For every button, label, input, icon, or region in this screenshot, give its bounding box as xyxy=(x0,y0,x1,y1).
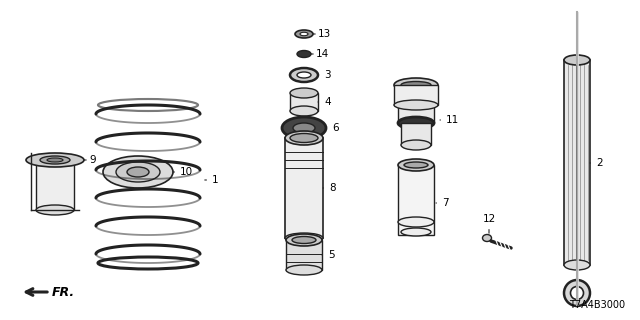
Text: T7A4B3000: T7A4B3000 xyxy=(569,300,625,310)
Ellipse shape xyxy=(116,162,160,182)
Ellipse shape xyxy=(394,100,438,110)
Ellipse shape xyxy=(401,82,431,89)
Ellipse shape xyxy=(401,140,431,150)
Ellipse shape xyxy=(297,51,311,58)
Text: 14: 14 xyxy=(311,49,329,59)
Ellipse shape xyxy=(398,117,434,129)
Bar xyxy=(394,85,438,105)
Text: 1: 1 xyxy=(205,175,219,185)
Bar xyxy=(398,105,434,123)
Text: 11: 11 xyxy=(440,115,460,125)
Ellipse shape xyxy=(483,235,492,242)
Ellipse shape xyxy=(290,68,318,82)
Text: 8: 8 xyxy=(323,183,335,193)
Text: 2: 2 xyxy=(590,158,603,168)
Ellipse shape xyxy=(398,159,434,171)
Ellipse shape xyxy=(286,265,322,275)
Bar xyxy=(286,240,322,270)
Text: 6: 6 xyxy=(326,123,339,133)
Ellipse shape xyxy=(103,156,173,188)
Ellipse shape xyxy=(127,167,149,177)
Text: FR.: FR. xyxy=(52,285,75,299)
Ellipse shape xyxy=(293,123,315,133)
Bar xyxy=(285,138,323,238)
Ellipse shape xyxy=(394,78,438,92)
Text: 3: 3 xyxy=(318,70,331,80)
Text: 9: 9 xyxy=(84,155,95,165)
Ellipse shape xyxy=(564,55,590,65)
Ellipse shape xyxy=(295,30,313,38)
Ellipse shape xyxy=(36,205,74,215)
Ellipse shape xyxy=(564,260,590,270)
Bar xyxy=(290,93,318,111)
Ellipse shape xyxy=(570,286,584,300)
Ellipse shape xyxy=(398,217,434,227)
Text: 13: 13 xyxy=(313,29,332,39)
Ellipse shape xyxy=(564,280,590,306)
Ellipse shape xyxy=(401,228,431,236)
Ellipse shape xyxy=(40,156,70,164)
Ellipse shape xyxy=(286,234,322,246)
Ellipse shape xyxy=(290,88,318,98)
Text: 5: 5 xyxy=(322,250,335,260)
Bar xyxy=(401,123,431,145)
Ellipse shape xyxy=(300,32,308,36)
Text: 4: 4 xyxy=(318,97,331,107)
Ellipse shape xyxy=(282,117,326,139)
Bar xyxy=(398,165,434,235)
Text: 12: 12 xyxy=(483,214,495,233)
Bar xyxy=(36,160,74,210)
Text: 10: 10 xyxy=(173,167,193,177)
Ellipse shape xyxy=(26,153,84,167)
Ellipse shape xyxy=(285,233,323,243)
Ellipse shape xyxy=(47,158,63,162)
Ellipse shape xyxy=(297,72,311,78)
Bar xyxy=(564,60,590,265)
Ellipse shape xyxy=(290,106,318,116)
Text: 7: 7 xyxy=(436,198,449,208)
Ellipse shape xyxy=(285,131,323,145)
Ellipse shape xyxy=(404,162,428,168)
Ellipse shape xyxy=(292,236,316,244)
Ellipse shape xyxy=(290,133,318,142)
